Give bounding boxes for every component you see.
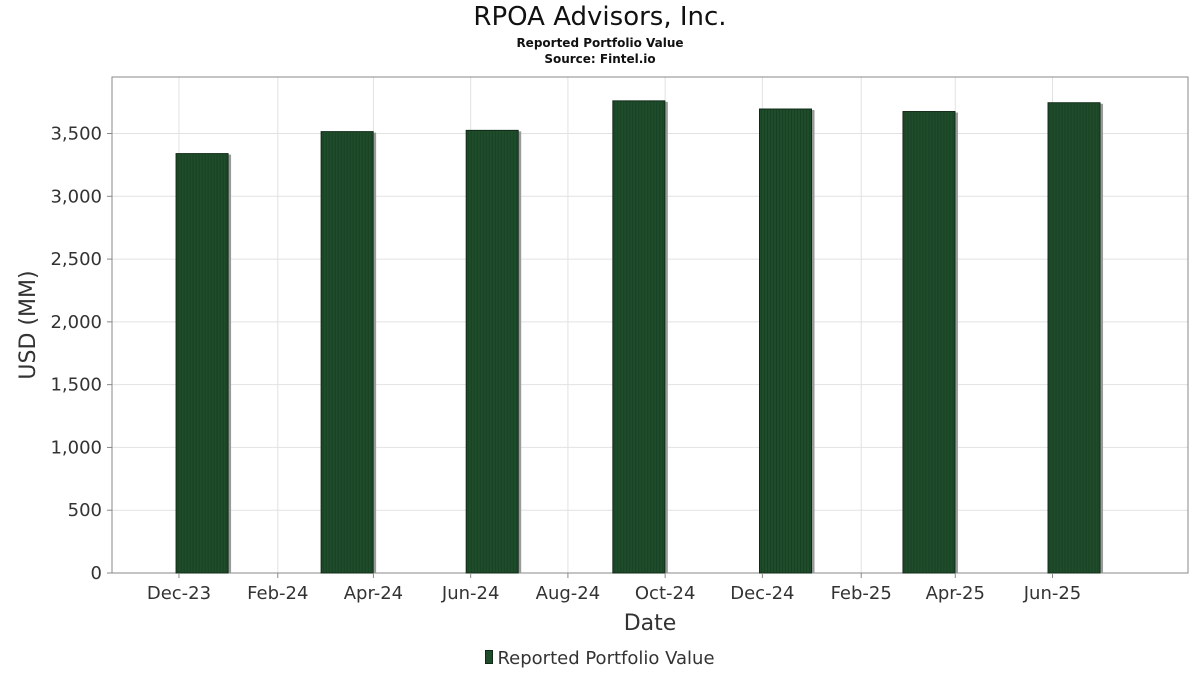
- x-tick-label: Aug-24: [536, 583, 601, 604]
- x-axis-label: Date: [624, 611, 677, 636]
- x-tick-label: Dec-23: [147, 583, 211, 604]
- x-tick-label: Apr-25: [926, 583, 985, 604]
- chart-source: Source: Fintel.io: [544, 52, 656, 66]
- bar: [902, 111, 958, 574]
- legend: Reported Portfolio Value: [0, 648, 1200, 669]
- x-tick-label: Feb-25: [831, 583, 892, 604]
- y-tick-label: 3,500: [50, 124, 102, 145]
- y-tick-label: 1,500: [50, 375, 102, 396]
- x-tick-label: Apr-24: [344, 583, 403, 604]
- bar: [175, 153, 232, 574]
- y-tick-label: 0: [91, 563, 102, 584]
- y-tick-label: 3,000: [50, 186, 102, 207]
- y-tick-label: 2,000: [50, 312, 102, 333]
- y-tick-label: 500: [68, 500, 102, 521]
- x-tick-label: Oct-24: [635, 583, 696, 604]
- chart-title: RPOA Advisors, Inc.: [473, 2, 727, 32]
- bar: [758, 108, 815, 574]
- x-tick-label: Feb-24: [247, 583, 308, 604]
- bar: [320, 131, 377, 574]
- y-axis-ticks: 0 500 1,000 1,500 2,000 2,500 3,000 3,500: [50, 124, 112, 584]
- y-tick-label: 1,000: [50, 437, 102, 458]
- y-axis-label: USD (MM): [16, 270, 41, 379]
- y-tick-label: 2,500: [50, 249, 102, 270]
- chart-subtitle: Reported Portfolio Value: [516, 36, 684, 50]
- legend-swatch: [485, 650, 494, 664]
- legend-label: Reported Portfolio Value: [497, 648, 715, 669]
- bar: [465, 129, 522, 574]
- x-tick-label: Jun-25: [1023, 583, 1082, 604]
- x-axis-ticks: Dec-23 Feb-24 Apr-24 Jun-24 Aug-24 Oct-24 Dec-…: [147, 573, 1081, 604]
- x-tick-label: Dec-24: [730, 583, 794, 604]
- bars: [175, 100, 1104, 574]
- bar: [612, 100, 668, 574]
- bar: [1047, 102, 1104, 574]
- x-tick-label: Jun-24: [441, 583, 500, 604]
